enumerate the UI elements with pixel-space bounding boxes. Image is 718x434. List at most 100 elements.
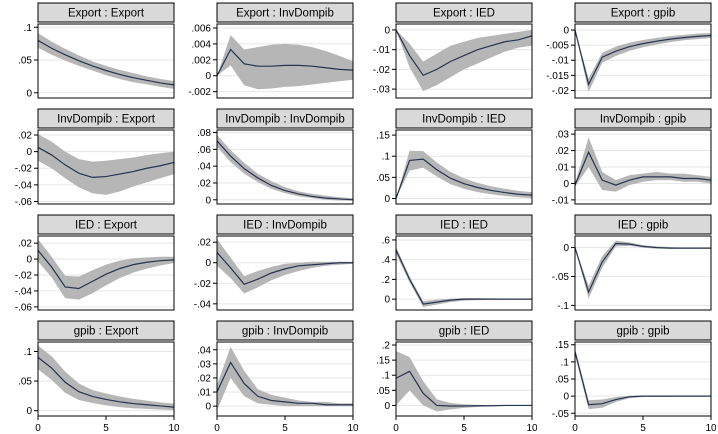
y-tick-label: .02 (197, 373, 211, 384)
subplot-canvas: .6 .4 .2 0 IED : IED (382, 214, 533, 311)
x-tick-label: 5 (461, 423, 467, 434)
y-tick-label: .2 (382, 275, 391, 286)
y-tick-label: .08 (197, 128, 211, 139)
y-tick-label: 0 (26, 255, 32, 266)
irf-subplot-gpib-ied: .2 .15 .1 .05 0 0 5 10 gpib : IED (358, 318, 537, 434)
x-tick-label: 5 (640, 423, 646, 434)
y-tick-label: 0 (384, 194, 390, 205)
x-tick-label: 10 (347, 423, 358, 434)
confidence-band (38, 345, 174, 411)
y-tick-label: .1 (382, 152, 391, 163)
subplot-title-box (216, 320, 354, 341)
y-tick-label: -.04 (15, 286, 33, 297)
subplot-title-box (216, 214, 354, 235)
y-tick-label: .02 (18, 130, 32, 141)
plot-border (216, 129, 354, 205)
subplot-title-box (574, 320, 712, 341)
x-tick-label: 0 (214, 423, 220, 434)
confidence-band (38, 134, 174, 195)
plot-border (574, 23, 712, 99)
y-tick-label: .03 (555, 130, 569, 141)
irf-line (396, 249, 532, 305)
irf-subplot-invdompib-gpib: .03 .02 .01 0 -.01 InvDompib : gpib (537, 106, 716, 212)
subplot-canvas: .02 0 -.02 -.04 IED : InvDompib (194, 214, 354, 311)
y-tick-label: .04 (197, 345, 211, 356)
y-tick-label: .01 (555, 163, 569, 174)
y-tick-label: 0 (205, 258, 211, 269)
plot-border (395, 235, 533, 311)
confidence-band (217, 346, 353, 411)
y-tick-label: 0 (384, 401, 390, 412)
plot-content (38, 33, 174, 89)
x-tick-label: 10 (526, 423, 537, 434)
plot-content (217, 135, 353, 201)
y-tick-label: -.05 (552, 409, 570, 420)
plot-border (574, 235, 712, 311)
subplot-title: Export : IED (433, 8, 495, 20)
irf-subplot-invdompib-export: .02 0 -.02 -.04 -.06 InvDompib : Export (0, 106, 179, 212)
subplot-title: InvDompib : Export (57, 114, 156, 126)
irf-line (575, 242, 711, 294)
subplot-canvas: .2 .15 .1 .05 00 5 10 gpib : IED (376, 320, 537, 434)
plot-content (575, 29, 711, 92)
y-tick-label: .15 (376, 356, 390, 367)
subplot-canvas: .02 0 -.02 -.04 -.06 IED : Export (15, 214, 175, 313)
irf-subplot-export-ied: 0 -.01 -.02 -.03 Export : IED (358, 0, 537, 106)
y-tick-label: .1 (561, 357, 570, 368)
irf-line (396, 29, 532, 77)
subplot-canvas: 0 -.005 -.01 -.015 -.02 Export : gpib (546, 2, 712, 99)
x-tick-label: 0 (35, 423, 41, 434)
confidence-band (217, 135, 353, 201)
subplot-canvas: .08 .06 .04 .02 0 InvDompib : InvDompib (197, 108, 354, 206)
confidence-band (38, 33, 174, 89)
y-tick-label: .04 (197, 162, 211, 173)
plot-content (575, 240, 711, 299)
y-tick-label: .06 (197, 145, 211, 156)
y-tick-label: 0 (26, 88, 32, 99)
subplot-title: InvDompib : InvDompib (225, 114, 345, 126)
irf-line (575, 351, 711, 406)
irf-subplot-export-gpib: 0 -.005 -.01 -.015 -.02 Export : gpib (537, 0, 716, 106)
x-tick-label: 10 (168, 423, 179, 434)
subplot-title: gpib : IED (439, 326, 490, 338)
plot-content (575, 137, 711, 192)
y-tick-label: .03 (197, 359, 211, 370)
irf-subplot-gpib-invdompib: .04 .03 .02 .01 0 0 5 10 gpib : InvDompib (179, 318, 358, 434)
subplot-title: InvDompib : gpib (600, 114, 686, 126)
subplot-title: InvDompib : IED (422, 114, 506, 126)
plot-content (396, 351, 532, 412)
y-tick-label: .004 (192, 39, 212, 50)
irf-line (217, 361, 353, 406)
y-tick-label: -.002 (188, 87, 211, 98)
irf-line (396, 370, 532, 407)
y-tick-label: -.02 (15, 270, 33, 281)
x-tick-label: 5 (103, 423, 109, 434)
y-tick-label: .05 (18, 56, 32, 67)
y-tick-label: .1 (382, 371, 391, 382)
y-tick-label: .4 (382, 255, 391, 266)
y-tick-label: .02 (197, 178, 211, 189)
plot-border (37, 235, 175, 311)
y-tick-label: -.1 (557, 301, 569, 312)
y-tick-label: -.015 (546, 71, 569, 82)
subplot-title-box (574, 214, 712, 235)
y-tick-label: -.02 (194, 279, 212, 290)
subplot-title: IED : Export (75, 220, 138, 232)
irf-subplot-ied-export: .02 0 -.02 -.04 -.06 IED : Export (0, 212, 179, 318)
y-tick-label: -.05 (552, 272, 570, 283)
y-tick-label: .1 (24, 347, 33, 358)
subplot-title: Export : Export (68, 8, 145, 20)
y-tick-label: -.04 (194, 299, 212, 310)
plot-border (395, 23, 533, 99)
x-tick-label: 0 (572, 423, 578, 434)
subplot-title-box (37, 214, 175, 235)
y-tick-label: 0 (563, 179, 569, 190)
irf-subplot-ied-ied: .6 .4 .2 0 IED : IED (358, 212, 537, 318)
y-tick-label: 0 (26, 147, 32, 158)
y-tick-label: .02 (555, 146, 569, 157)
subplot-canvas: 0 -.05 -.1 IED : gpib (552, 214, 712, 312)
subplot-canvas: .04 .03 .02 .01 00 5 10 gpib : InvDompib (197, 320, 358, 434)
